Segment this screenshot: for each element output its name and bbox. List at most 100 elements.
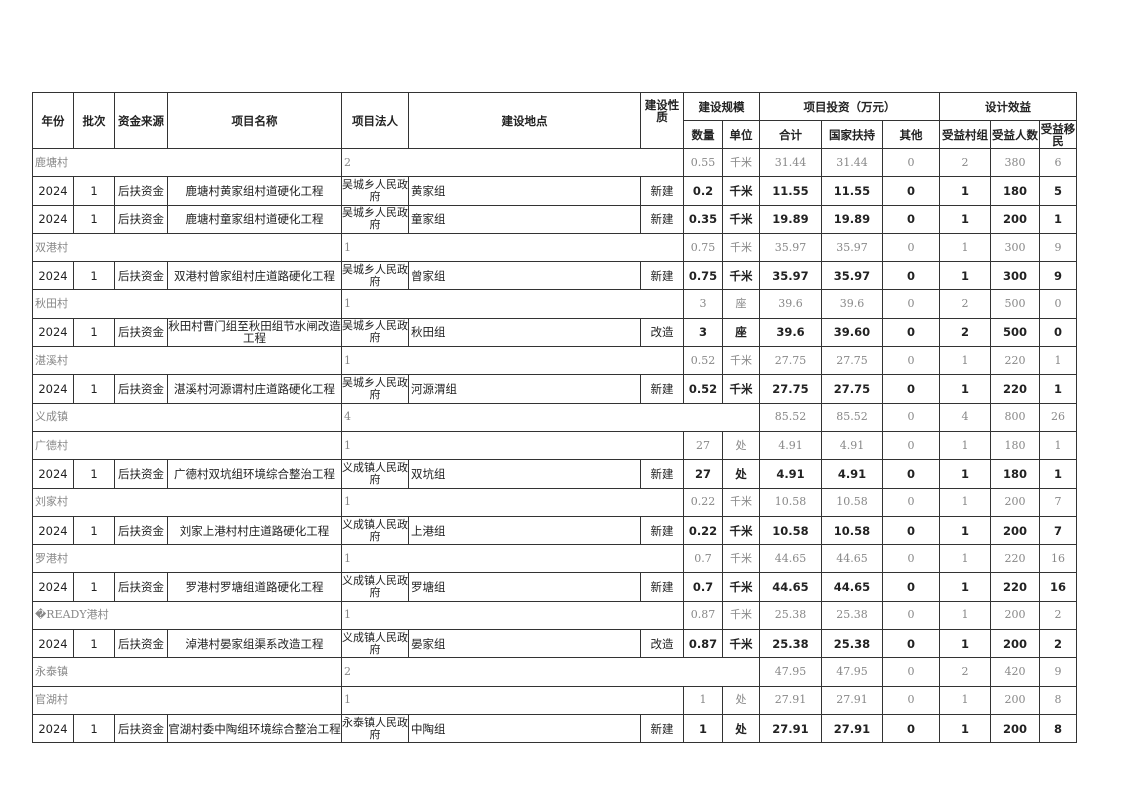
cell-migrants: 1 xyxy=(1038,459,1078,489)
cell-people: 220 xyxy=(990,572,1040,602)
cell-count: 2 xyxy=(341,147,684,178)
cell-state: 27.75 xyxy=(821,374,883,404)
cell-batch: 1 xyxy=(73,176,115,206)
cell-other: 0 xyxy=(882,176,940,206)
cell-groups: 1 xyxy=(939,430,991,461)
table-body: 鹿塘村 2 0.55 千米 31.44 31.44 0 2 380 6 2024 1 后扶资金 鹿塘村黄家… xyxy=(32,147,1078,744)
cell-migrants: 9 xyxy=(1038,261,1078,291)
cell-batch: 1 xyxy=(73,374,115,404)
cell-total: 27.91 xyxy=(759,713,822,744)
cell-state: 4.91 xyxy=(821,430,883,461)
cell-qty: 0.7 xyxy=(683,572,723,602)
cell-qty: 3 xyxy=(683,289,723,319)
cell-count: 1 xyxy=(341,346,684,376)
cell-unit: 千米 xyxy=(722,374,760,404)
cell-groups: 1 xyxy=(939,487,991,517)
header-other: 其他 xyxy=(882,120,940,149)
cell-unit: 千米 xyxy=(722,629,760,659)
cell-location: 罗塘组 xyxy=(408,572,641,602)
cell-migrants: 7 xyxy=(1038,515,1078,546)
cell-batch: 1 xyxy=(73,629,115,659)
cell-total: 19.89 xyxy=(759,204,822,234)
project-row: 2024 1 后扶资金 广德村双坑组环境综合整治工程 义成镇人民政府 双坑组 新建 27 处 4.… xyxy=(32,459,1078,489)
cell-unit: 千米 xyxy=(722,487,760,517)
cell-other: 0 xyxy=(882,572,940,602)
cell-migrants: 1 xyxy=(1038,204,1078,234)
cell-groups: 1 xyxy=(939,459,991,489)
cell-people: 300 xyxy=(990,232,1040,263)
cell-total: 44.65 xyxy=(759,572,822,602)
cell-other: 0 xyxy=(882,261,940,291)
cell-name: 罗港村 xyxy=(32,544,342,574)
cell-unit: 千米 xyxy=(722,346,760,376)
cell-migrants: 1 xyxy=(1038,374,1078,404)
cell-qty: 0.52 xyxy=(683,346,723,376)
cell-groups: 1 xyxy=(939,176,991,206)
cell-qty: 0.87 xyxy=(683,629,723,659)
cell-people: 180 xyxy=(990,459,1040,489)
cell-project: 鹿塘村黄家组村道硬化工程 xyxy=(167,176,342,206)
cell-legal: 吴城乡人民政府 xyxy=(341,317,409,348)
cell-name: 广德村 xyxy=(32,430,342,461)
cell-name: 永泰镇 xyxy=(32,657,342,687)
cell-project: 双港村曾家组村庄道路硬化工程 xyxy=(167,261,342,291)
cell-total: 39.6 xyxy=(759,289,822,319)
cell-state: 47.95 xyxy=(821,657,883,687)
cell-count: 1 xyxy=(341,685,684,715)
header-scale: 建设规模 xyxy=(683,92,760,121)
cell-nature: 新建 xyxy=(640,261,684,291)
cell-qty: 0.2 xyxy=(683,176,723,206)
cell-qty: 0.7 xyxy=(683,544,723,574)
cell-unit: 处 xyxy=(722,713,760,744)
cell-project: 罗港村罗塘组道路硬化工程 xyxy=(167,572,342,602)
cell-groups: 1 xyxy=(939,572,991,602)
cell-fund: 后扶资金 xyxy=(114,317,168,348)
cell-migrants: 2 xyxy=(1038,629,1078,659)
cell-migrants: 26 xyxy=(1038,402,1078,432)
cell-qty: 0.87 xyxy=(683,600,723,631)
cell-year: 2024 xyxy=(32,374,74,404)
cell-total: 4.91 xyxy=(759,430,822,461)
cell-people: 200 xyxy=(990,515,1040,546)
cell-total: 27.75 xyxy=(759,374,822,404)
cell-unit: 千米 xyxy=(722,572,760,602)
village-summary-row: 官湖村 1 1 处 27.91 27.91 0 1 200 8 xyxy=(32,685,1078,715)
cell-qty: 3 xyxy=(683,317,723,348)
header-benefit-people: 受益人数 xyxy=(990,120,1040,149)
cell-count: 1 xyxy=(341,430,684,461)
header-total: 合计 xyxy=(759,120,822,149)
cell-people: 420 xyxy=(990,657,1040,687)
village-summary-row: 秋田村 1 3 座 39.6 39.6 0 2 500 0 xyxy=(32,289,1078,319)
cell-other: 0 xyxy=(882,629,940,659)
cell-name: 湛溪村 xyxy=(32,346,342,376)
cell-project: 湛溪村河源谓村庄道路硬化工程 xyxy=(167,374,342,404)
cell-people: 220 xyxy=(990,544,1040,574)
cell-migrants: 5 xyxy=(1038,176,1078,206)
header-year: 年份 xyxy=(32,92,74,149)
project-table: 年份 批次 资金来源 项目名称 项目法人 建设地点 建设性质 建设规模 项目投资… xyxy=(32,92,1078,744)
cell-unit: 处 xyxy=(722,430,760,461)
cell-total: 25.38 xyxy=(759,600,822,631)
cell-total: 27.75 xyxy=(759,346,822,376)
cell-groups: 2 xyxy=(939,317,991,348)
village-summary-row: 广德村 1 27 处 4.91 4.91 0 1 180 1 xyxy=(32,430,1078,461)
header-fund-source: 资金来源 xyxy=(114,92,168,149)
cell-other: 0 xyxy=(882,289,940,319)
cell-location: 中陶组 xyxy=(408,713,641,744)
cell-state: 44.65 xyxy=(821,572,883,602)
cell-fund: 后扶资金 xyxy=(114,261,168,291)
cell-fund: 后扶资金 xyxy=(114,572,168,602)
cell-total: 10.58 xyxy=(759,487,822,517)
header-quantity: 数量 xyxy=(683,120,723,149)
cell-people: 220 xyxy=(990,374,1040,404)
cell-nature: 新建 xyxy=(640,459,684,489)
cell-groups: 1 xyxy=(939,600,991,631)
village-summary-row: �READY港村 1 0.87 千米 25.38 25.38 0 1 200 2 xyxy=(32,600,1078,631)
cell-people: 380 xyxy=(990,147,1040,178)
cell-migrants: 16 xyxy=(1038,572,1078,602)
cell-total: 47.95 xyxy=(759,657,822,687)
cell-year: 2024 xyxy=(32,176,74,206)
cell-migrants: 1 xyxy=(1038,430,1078,461)
project-row: 2024 1 后扶资金 双港村曾家组村庄道路硬化工程 吴城乡人民政府 曾家组 新建 0.75 千… xyxy=(32,261,1078,291)
cell-batch: 1 xyxy=(73,459,115,489)
